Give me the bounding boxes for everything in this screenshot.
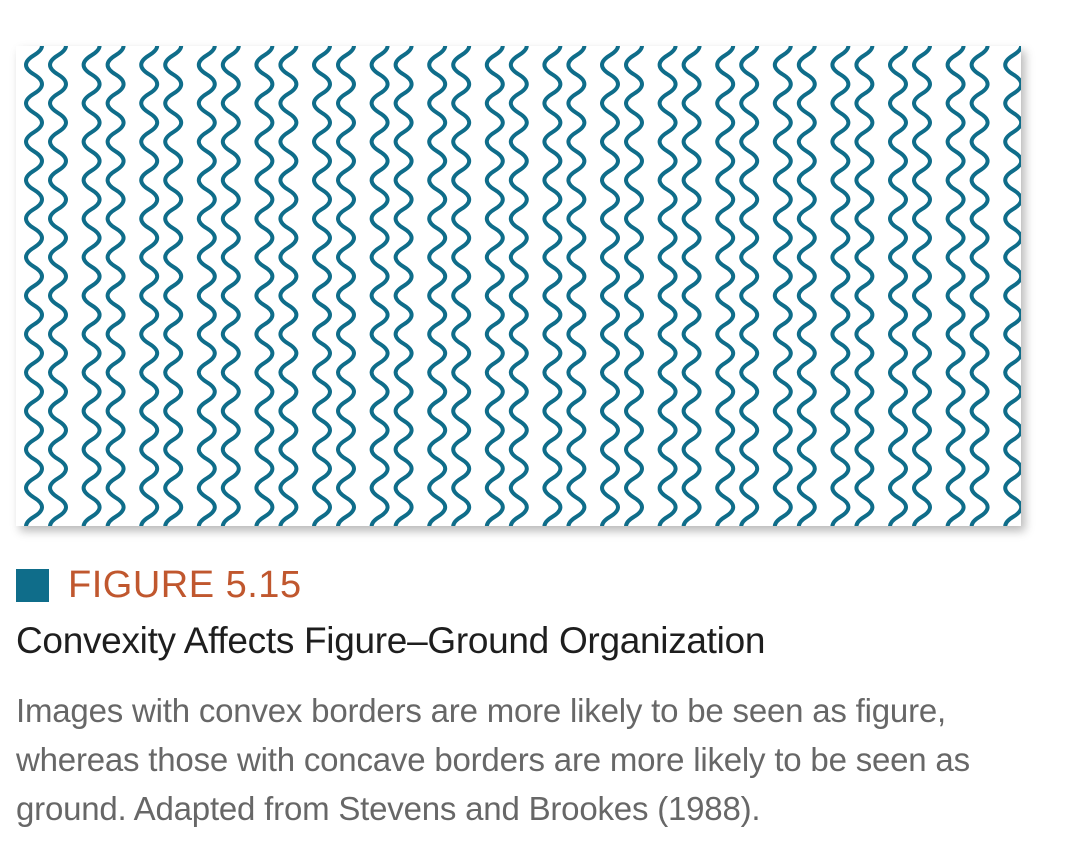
wavy-line bbox=[196, 46, 217, 526]
wavy-line bbox=[830, 46, 851, 526]
wavy-line bbox=[657, 46, 678, 526]
wavy-line bbox=[163, 46, 184, 526]
wavy-line bbox=[427, 46, 448, 526]
wavy-line bbox=[600, 46, 620, 526]
wavy-line bbox=[105, 46, 126, 526]
figure-caption: Images with convex borders are more like… bbox=[16, 692, 970, 827]
wavy-line bbox=[393, 46, 414, 526]
wavy-line bbox=[912, 46, 932, 526]
wavy-line bbox=[139, 46, 160, 526]
wavy-line bbox=[969, 46, 990, 526]
wavy-line bbox=[48, 46, 68, 526]
wavy-line bbox=[369, 46, 390, 526]
figure-marker-square-icon bbox=[16, 568, 49, 602]
wavy-line bbox=[772, 46, 793, 526]
wavy-line bbox=[945, 46, 966, 526]
wavy-line bbox=[739, 46, 760, 526]
wavy-line bbox=[81, 46, 102, 526]
wavy-line bbox=[566, 46, 587, 526]
wavy-line bbox=[624, 46, 644, 526]
figure-illustration bbox=[16, 46, 1021, 526]
wavy-line bbox=[1003, 46, 1021, 526]
wavy-line bbox=[24, 46, 44, 526]
figure-number: FIGURE 5.15 bbox=[68, 564, 302, 606]
wavy-line bbox=[681, 46, 702, 526]
wavy-line bbox=[484, 46, 505, 526]
figure-title: Convexity Affects Figure–Ground Organiza… bbox=[16, 620, 766, 661]
wavy-line bbox=[254, 46, 275, 526]
figure-label-row: FIGURE 5.15 bbox=[16, 563, 302, 607]
wavy-line bbox=[854, 46, 875, 526]
wavy-line bbox=[542, 46, 563, 526]
wavy-line bbox=[278, 46, 299, 526]
wavy-line bbox=[796, 46, 817, 526]
wavy-line bbox=[451, 46, 472, 526]
wavy-line bbox=[336, 46, 356, 526]
wavy-line bbox=[508, 46, 529, 526]
wavy-line bbox=[220, 46, 241, 526]
wavy-line bbox=[312, 46, 332, 526]
wavy-lines-pattern bbox=[24, 46, 1021, 526]
wavy-line bbox=[888, 46, 908, 526]
wavy-line bbox=[715, 46, 736, 526]
